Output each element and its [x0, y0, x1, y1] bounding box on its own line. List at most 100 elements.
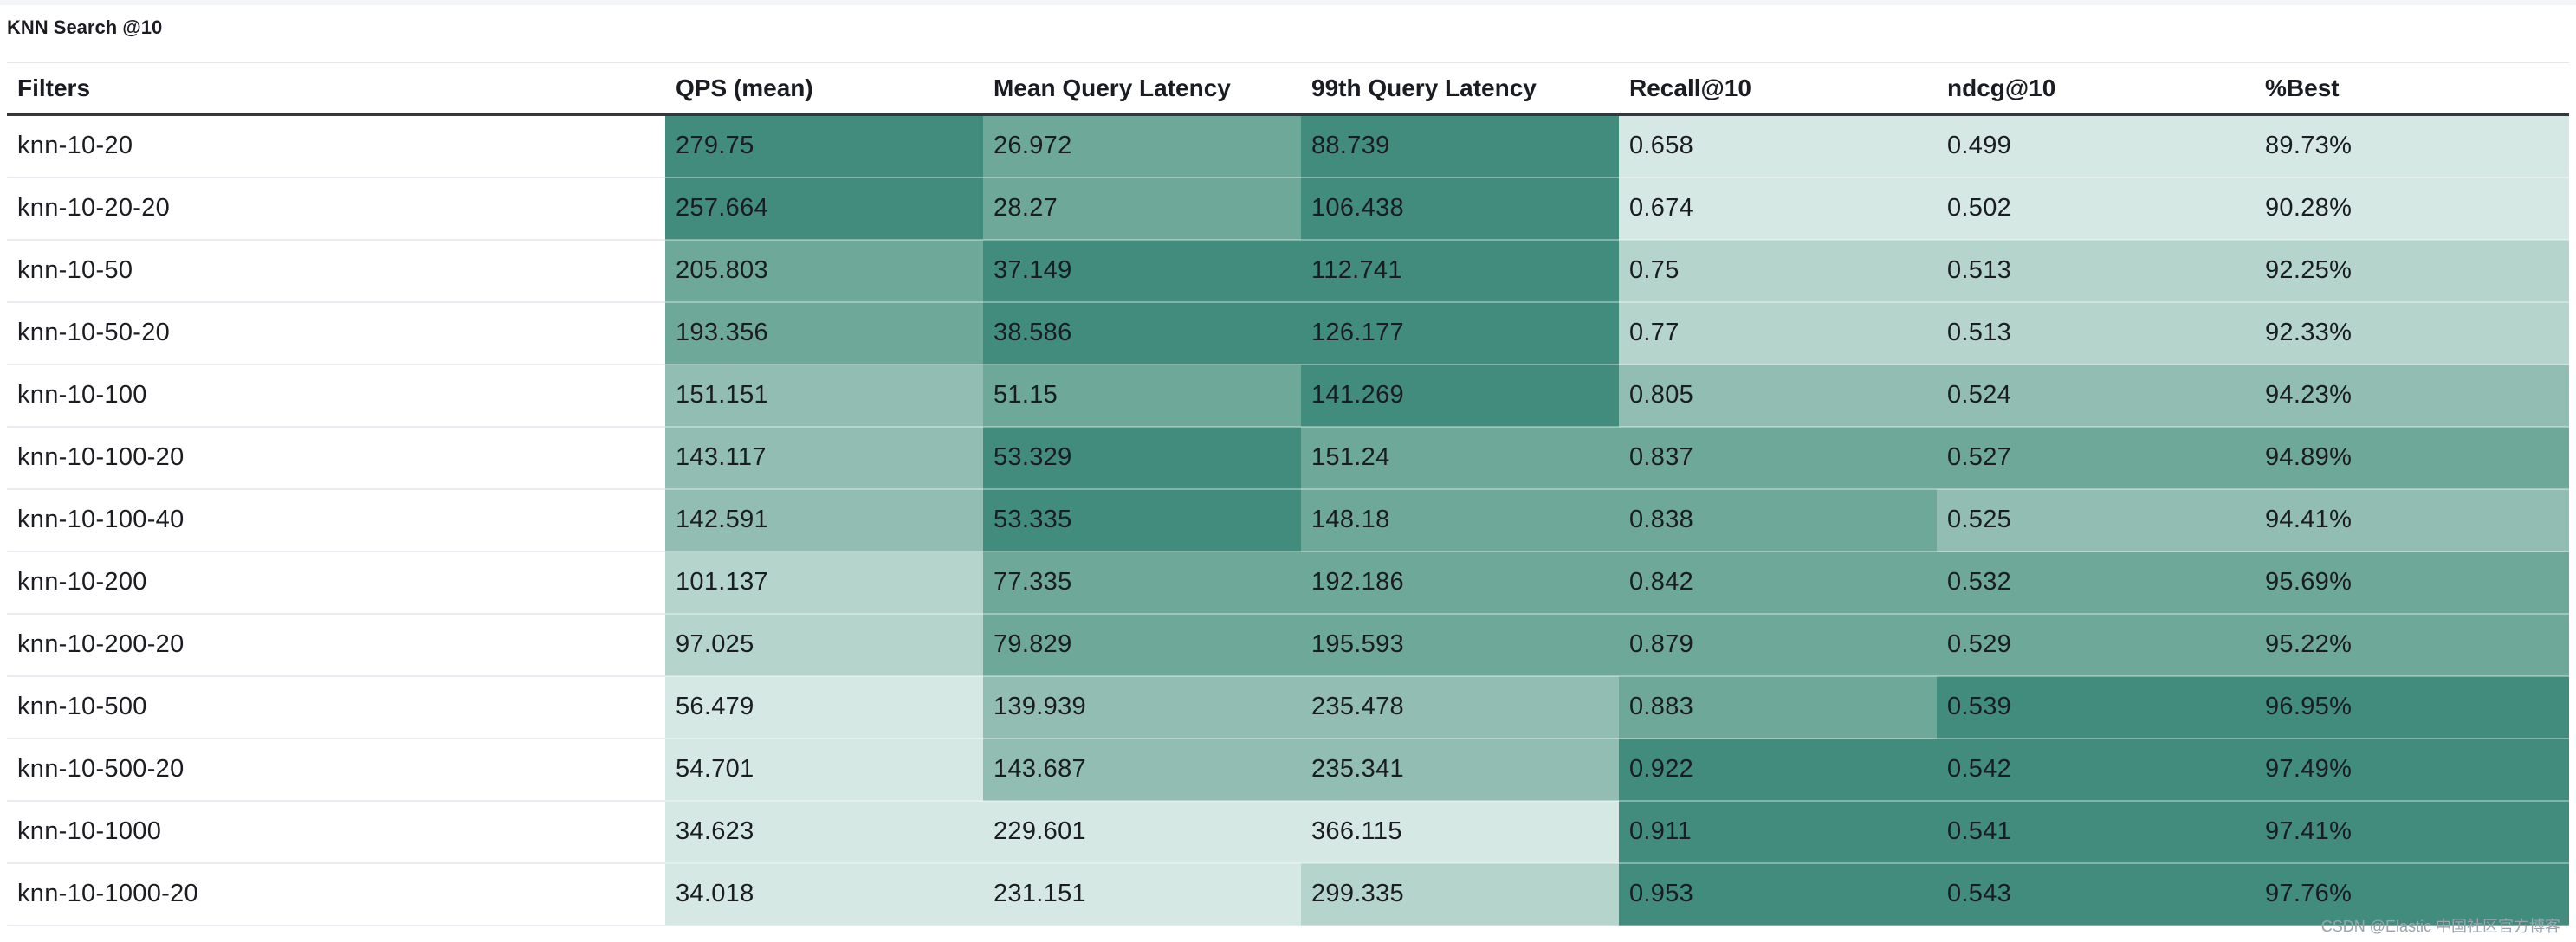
metric-cell: 90.28% [2255, 177, 2569, 241]
metric-cell: 97.41% [2255, 800, 2569, 864]
metric-cell: 192.186 [1301, 551, 1619, 615]
metric-cell: 77.335 [983, 551, 1301, 615]
metric-cell: 0.539 [1937, 675, 2255, 739]
metric-cell: 28.27 [983, 177, 1301, 241]
watermark: CSDN @Elastic 中国社区官方博客 [2320, 918, 2560, 935]
metric-cell: 38.586 [983, 301, 1301, 365]
metric-cell: 235.478 [1301, 675, 1619, 739]
metric-cell: 51.15 [983, 364, 1301, 428]
metric-cell: 0.529 [1937, 613, 2255, 677]
table-body: knn-10-20 279.75 26.972 88.739 0.658 0.499 89.… [7, 114, 2569, 926]
metric-cell: 97.76% [2255, 862, 2569, 926]
metric-cell: 56.479 [665, 675, 983, 739]
table-row: knn-10-500 56.479 139.939 235.478 0.883 0.539… [7, 675, 2569, 739]
top-divider [0, 0, 2576, 5]
metric-cell: 95.69% [2255, 551, 2569, 615]
filter-cell: knn-10-100-40 [7, 488, 665, 552]
column-header[interactable]: Mean Query Latency [983, 62, 1301, 116]
column-header[interactable]: 99th Query Latency [1301, 62, 1619, 116]
metric-cell: 0.543 [1937, 862, 2255, 926]
metric-cell: 0.922 [1619, 738, 1937, 802]
metric-cell: 193.356 [665, 301, 983, 365]
metric-cell: 205.803 [665, 239, 983, 303]
metric-cell: 92.33% [2255, 301, 2569, 365]
filter-cell: knn-10-1000-20 [7, 862, 665, 926]
metric-cell: 148.18 [1301, 488, 1619, 552]
metric-cell: 95.22% [2255, 613, 2569, 677]
metric-cell: 0.525 [1937, 488, 2255, 552]
metric-cell: 0.524 [1937, 364, 2255, 428]
table-row: knn-10-20 279.75 26.972 88.739 0.658 0.499 89.… [7, 114, 2569, 178]
filter-cell: knn-10-200 [7, 551, 665, 615]
metric-cell: 112.741 [1301, 239, 1619, 303]
metric-cell: 0.658 [1619, 114, 1937, 178]
knn-results-table-container: Filters QPS (mean) Mean Query Latency 99th … [7, 62, 2569, 926]
metric-cell: 0.527 [1937, 426, 2255, 490]
metric-cell: 0.499 [1937, 114, 2255, 178]
metric-cell: 151.151 [665, 364, 983, 428]
knn-results-table: Filters QPS (mean) Mean Query Latency 99th … [7, 62, 2569, 926]
filter-cell: knn-10-100 [7, 364, 665, 428]
metric-cell: 0.513 [1937, 239, 2255, 303]
metric-cell: 366.115 [1301, 800, 1619, 864]
filter-cell: knn-10-500 [7, 675, 665, 739]
metric-cell: 126.177 [1301, 301, 1619, 365]
metric-cell: 106.438 [1301, 177, 1619, 241]
metric-cell: 0.75 [1619, 239, 1937, 303]
table-row: knn-10-100-20 143.117 53.329 151.24 0.837 0.5… [7, 426, 2569, 490]
table-row: knn-10-200 101.137 77.335 192.186 0.842 0.532… [7, 551, 2569, 615]
column-header[interactable]: QPS (mean) [665, 62, 983, 116]
table-row: knn-10-100 151.151 51.15 141.269 0.805 0.524 9… [7, 364, 2569, 428]
metric-cell: 79.829 [983, 613, 1301, 677]
metric-cell: 34.623 [665, 800, 983, 864]
table-row: knn-10-1000-20 34.018 231.151 299.335 0.953 0… [7, 862, 2569, 926]
filter-cell: knn-10-20 [7, 114, 665, 178]
metric-cell: 0.879 [1619, 613, 1937, 677]
column-header[interactable]: ndcg@10 [1937, 62, 2255, 116]
metric-cell: 0.883 [1619, 675, 1937, 739]
column-header[interactable]: Filters [7, 62, 665, 116]
metric-cell: 0.842 [1619, 551, 1937, 615]
metric-cell: 34.018 [665, 862, 983, 926]
metric-cell: 195.593 [1301, 613, 1619, 677]
metric-cell: 94.89% [2255, 426, 2569, 490]
filter-cell: knn-10-20-20 [7, 177, 665, 241]
metric-cell: 0.532 [1937, 551, 2255, 615]
metric-cell: 0.837 [1619, 426, 1937, 490]
metric-cell: 0.805 [1619, 364, 1937, 428]
metric-cell: 231.151 [983, 862, 1301, 926]
panel-title: KNN Search @10 [7, 16, 163, 38]
metric-cell: 88.739 [1301, 114, 1619, 178]
column-header[interactable]: Recall@10 [1619, 62, 1937, 116]
table-row: knn-10-100-40 142.591 53.335 148.18 0.838 0.5… [7, 488, 2569, 552]
metric-cell: 96.95% [2255, 675, 2569, 739]
metric-cell: 0.911 [1619, 800, 1937, 864]
table-row: knn-10-20-20 257.664 28.27 106.438 0.674 0.50… [7, 177, 2569, 241]
table-row: knn-10-500-20 54.701 143.687 235.341 0.922 0.… [7, 738, 2569, 802]
metric-cell: 94.41% [2255, 488, 2569, 552]
metric-cell: 299.335 [1301, 862, 1619, 926]
table-row: knn-10-50 205.803 37.149 112.741 0.75 0.513 92… [7, 239, 2569, 303]
metric-cell: 92.25% [2255, 239, 2569, 303]
metric-cell: 94.23% [2255, 364, 2569, 428]
table-header-row: Filters QPS (mean) Mean Query Latency 99th … [7, 62, 2569, 116]
metric-cell: 0.502 [1937, 177, 2255, 241]
metric-cell: 235.341 [1301, 738, 1619, 802]
metric-cell: 101.137 [665, 551, 983, 615]
metric-cell: 53.329 [983, 426, 1301, 490]
metric-cell: 26.972 [983, 114, 1301, 178]
filter-cell: knn-10-200-20 [7, 613, 665, 677]
filter-cell: knn-10-50 [7, 239, 665, 303]
table-row: knn-10-1000 34.623 229.601 366.115 0.911 0.54… [7, 800, 2569, 864]
metric-cell: 0.77 [1619, 301, 1937, 365]
column-header[interactable]: %Best [2255, 62, 2569, 116]
table-row: knn-10-50-20 193.356 38.586 126.177 0.77 0.51… [7, 301, 2569, 365]
filter-cell: knn-10-50-20 [7, 301, 665, 365]
metric-cell: 0.953 [1619, 862, 1937, 926]
metric-cell: 151.24 [1301, 426, 1619, 490]
metric-cell: 97.025 [665, 613, 983, 677]
metric-cell: 53.335 [983, 488, 1301, 552]
metric-cell: 0.674 [1619, 177, 1937, 241]
metric-cell: 0.542 [1937, 738, 2255, 802]
table-row: knn-10-200-20 97.025 79.829 195.593 0.879 0.5… [7, 613, 2569, 677]
